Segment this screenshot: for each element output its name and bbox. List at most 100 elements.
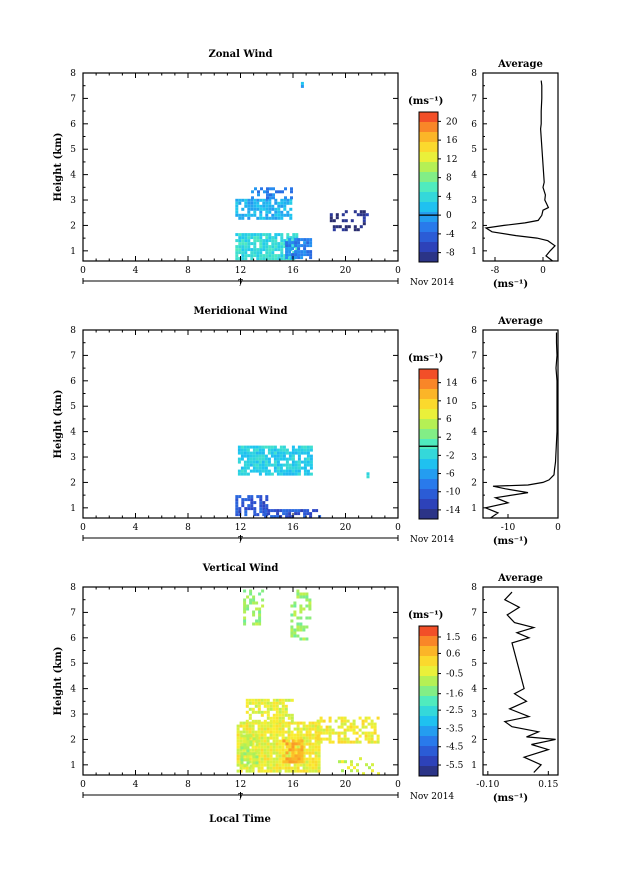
heatmap-cell bbox=[286, 210, 290, 214]
heatmap-cell bbox=[272, 745, 276, 749]
heatmap-cell bbox=[280, 233, 284, 237]
heatmap-cell bbox=[302, 763, 306, 767]
profile-title: Average bbox=[497, 59, 543, 70]
colorbar-tick-label: 6 bbox=[446, 415, 452, 425]
heatmap-cell bbox=[265, 251, 269, 255]
heatmap-cell bbox=[287, 724, 291, 728]
heatmap-cell bbox=[262, 507, 266, 511]
colorbar-band bbox=[419, 172, 438, 183]
profile-y-tick-label: 4 bbox=[471, 685, 477, 695]
heatmap-cell bbox=[261, 469, 265, 473]
heatmap-cell bbox=[273, 448, 277, 452]
heatmap-cell bbox=[306, 454, 310, 458]
heatmap-cell bbox=[246, 445, 250, 449]
heatmap-cell bbox=[281, 745, 285, 749]
heatmap-cell bbox=[268, 204, 272, 208]
heatmap-cell bbox=[245, 727, 249, 731]
heatmap-cell bbox=[262, 242, 266, 246]
heatmap-cell bbox=[319, 719, 323, 723]
heatmap-cell bbox=[259, 254, 263, 258]
heatmap-cell bbox=[266, 701, 270, 705]
heatmap-cell bbox=[359, 213, 363, 217]
heatmap-cell bbox=[250, 242, 254, 246]
colorbar-band bbox=[419, 676, 438, 687]
heatmap-cell bbox=[296, 763, 300, 767]
y-tick-label: 5 bbox=[70, 145, 76, 155]
heatmap-cell bbox=[266, 742, 270, 746]
heatmap-cell bbox=[263, 704, 267, 708]
heatmap-cell bbox=[235, 201, 239, 205]
heatmap-cell bbox=[306, 512, 310, 516]
heatmap-cell bbox=[236, 748, 240, 752]
heatmap-cell bbox=[306, 448, 310, 452]
y-tick-label: 5 bbox=[70, 402, 76, 412]
heatmap-cell bbox=[270, 451, 274, 455]
heatmap-cell bbox=[257, 760, 261, 764]
heatmap-cell bbox=[258, 451, 262, 455]
heatmap-cell bbox=[263, 769, 267, 773]
profile-y-tick-label: 8 bbox=[471, 69, 477, 79]
heatmap-cell bbox=[371, 769, 374, 773]
heatmap-cell bbox=[373, 728, 377, 732]
heatmap-cell bbox=[278, 757, 282, 761]
heatmap-cell bbox=[275, 713, 279, 717]
heatmap-cell bbox=[283, 201, 287, 205]
heatmap-cell bbox=[235, 510, 239, 514]
heatmap-cell bbox=[274, 254, 278, 258]
heatmap-cell bbox=[251, 766, 255, 770]
heatmap-cell bbox=[305, 763, 309, 767]
x-tick-label: 0 bbox=[395, 780, 401, 790]
heatmap-cell bbox=[257, 733, 261, 737]
heatmap-cell bbox=[247, 507, 251, 511]
heatmap-cell bbox=[264, 457, 268, 461]
colorbar-band bbox=[419, 726, 438, 737]
heatmap-cell bbox=[254, 721, 258, 725]
profile-y-tick-label: 8 bbox=[471, 326, 477, 336]
heatmap-cell bbox=[245, 730, 249, 734]
profile-y-tick-label: 7 bbox=[471, 94, 477, 104]
heatmap-cell bbox=[249, 764, 253, 768]
heatmap-cell bbox=[265, 239, 269, 243]
heatmap-cell bbox=[278, 730, 282, 734]
heatmap-cell bbox=[361, 725, 365, 729]
x-tick-label: 12 bbox=[235, 523, 246, 533]
heatmap-cell bbox=[244, 233, 248, 237]
heatmap-cell bbox=[252, 598, 256, 602]
heatmap-cell bbox=[265, 210, 269, 214]
heatmap-cell bbox=[253, 501, 257, 505]
heatmap-cell bbox=[365, 763, 368, 767]
heatmap-cell bbox=[241, 504, 245, 508]
heatmap-cell bbox=[290, 628, 294, 632]
heatmap-cell bbox=[243, 746, 247, 750]
heatmap-cell bbox=[328, 725, 332, 729]
heatmap-cell bbox=[252, 451, 256, 455]
heatmap-cell bbox=[285, 466, 289, 470]
heatmap-cell bbox=[244, 213, 248, 217]
heatmap-cell bbox=[269, 724, 273, 728]
heatmap-cell bbox=[293, 769, 297, 773]
heatmap-cell bbox=[316, 719, 320, 723]
heatmap-cell bbox=[294, 241, 298, 245]
heatmap-cell bbox=[262, 513, 266, 517]
heatmap-cell bbox=[338, 225, 342, 229]
heatmap-cell bbox=[248, 760, 252, 764]
colorbar-band bbox=[419, 132, 438, 143]
heatmap-cell bbox=[291, 739, 295, 743]
colorbar-tick-label: -14 bbox=[446, 506, 461, 516]
heatmap-cell bbox=[291, 748, 295, 752]
heatmap-cell bbox=[302, 721, 306, 725]
heatmap-cell bbox=[248, 754, 252, 758]
heatmap-cell bbox=[337, 716, 341, 720]
colorbar-tick-label: 12 bbox=[446, 155, 457, 165]
heatmap-cell bbox=[256, 198, 260, 202]
heatmap-cell bbox=[377, 772, 380, 776]
heatmap-cell bbox=[235, 254, 239, 258]
heatmap-cell bbox=[306, 250, 310, 254]
colorbar-band bbox=[419, 479, 438, 490]
heatmap-cell bbox=[291, 463, 295, 467]
heatmap-cell bbox=[260, 727, 264, 731]
heatmap-cell bbox=[270, 509, 274, 513]
heatmap-cell bbox=[316, 734, 320, 738]
heatmap-cell bbox=[263, 733, 267, 737]
heatmap-cell bbox=[292, 245, 296, 249]
